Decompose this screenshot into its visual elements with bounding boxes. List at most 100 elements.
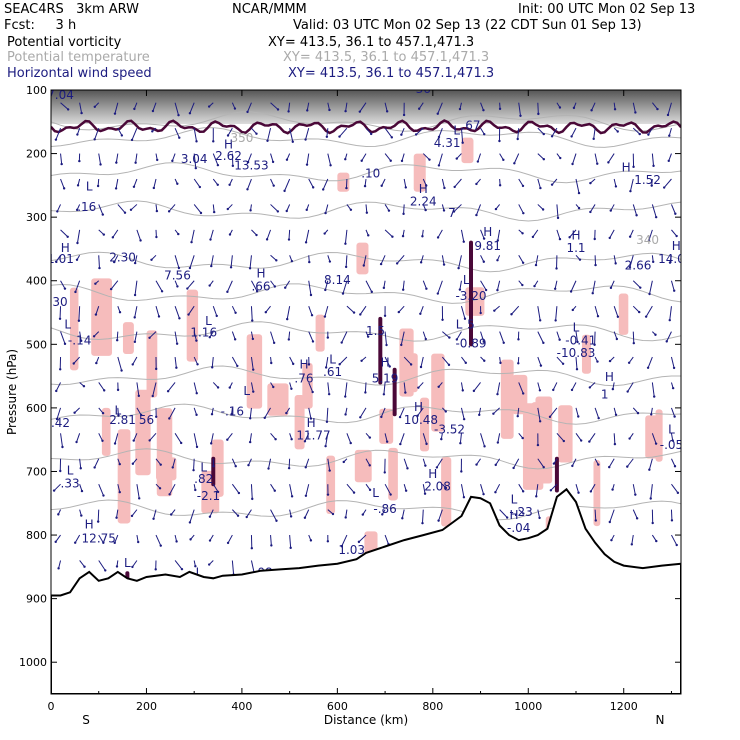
wind-vector [324, 306, 329, 317]
y-axis: 100 200 300 400 500 600 700 800 900 1000 [19, 84, 681, 669]
wind-vector [569, 229, 577, 238]
wind-vector [610, 280, 615, 289]
theta-label: 350 [230, 131, 253, 145]
wind-vector [226, 280, 233, 293]
wind-extremum-label: 2.81 [109, 413, 136, 427]
wind-vector-head [276, 210, 280, 213]
wind-vector-head [311, 186, 315, 189]
wind-vector-head [59, 469, 62, 473]
x-axis: 0 200 400 600 800 1000 1200 [48, 90, 672, 713]
wind-vector-head [464, 361, 467, 365]
wind-vector-head [569, 290, 573, 293]
wind-vector-head [208, 515, 212, 518]
wind-vector-head [186, 287, 189, 290]
wind-vector-head [305, 163, 309, 166]
wind-vector-head [417, 386, 420, 389]
wind-vector [79, 331, 82, 341]
wind-vector [79, 560, 85, 568]
wind-vector-head [255, 233, 258, 237]
wind-vector-head [608, 236, 611, 240]
wind-vector-head [158, 487, 162, 490]
wind-vector [60, 433, 63, 448]
wind-vector [399, 407, 405, 418]
wind-vector-head [324, 288, 327, 292]
wind-vector [60, 178, 65, 189]
wind-vector-head [482, 340, 485, 343]
wind-vector [172, 458, 176, 468]
wind-vector [384, 483, 392, 495]
wind-vector-head [323, 315, 327, 318]
wind-vector-head [608, 465, 611, 469]
wind-extremum-label: 2.24 [410, 195, 437, 209]
wind-vector-head [382, 286, 386, 290]
wind-vector [94, 458, 100, 468]
wind-vector-head [662, 186, 666, 189]
wind-vector-head [444, 486, 448, 490]
wind-vector-head [291, 362, 295, 366]
wind-vector-head [650, 413, 653, 416]
wind-vector-head [654, 215, 658, 219]
wind-vector-head [285, 411, 288, 415]
wind-extremum-label: -3.52 [434, 422, 465, 436]
wind-vector [308, 382, 314, 393]
wind-vector-head [75, 208, 79, 212]
wind-vector [305, 128, 310, 140]
wind-vector [174, 560, 183, 570]
pv-shade-patch [356, 242, 369, 275]
wind-vector [115, 178, 119, 189]
wind-vector-head [416, 414, 419, 417]
wind-vector-head [475, 182, 478, 186]
wind-vector-head [96, 184, 100, 188]
wind-vector-head [328, 260, 332, 263]
wind-vector [648, 458, 653, 470]
wind-vector-head [93, 466, 96, 469]
wind-vector-head [632, 341, 636, 345]
wind-vector-head [75, 440, 78, 444]
wind-vector-head [138, 497, 141, 500]
wind-vector-head [304, 494, 308, 497]
wind-vector-head [521, 490, 525, 493]
wind-extremum-label: 8.14 [324, 273, 351, 287]
wind-vector-head [55, 417, 59, 421]
wind-extremum-label: 2.62 [215, 149, 242, 163]
wind-vector [594, 331, 596, 345]
wind-vector [250, 306, 253, 321]
wind-vector [359, 102, 367, 112]
wind-vector-head [539, 364, 543, 367]
wind-vector-head [252, 368, 255, 371]
wind-vector [341, 331, 348, 343]
wind-extremum-label: .33 [61, 476, 80, 490]
theta-contour [51, 283, 681, 304]
wind-vector-head [406, 467, 409, 470]
wind-vector [56, 407, 62, 420]
pv-shade-patch [379, 408, 394, 444]
wind-vector-head [424, 337, 427, 341]
wind-extremum-label: -.05 [660, 438, 683, 452]
wind-vector-head [460, 470, 463, 473]
wind-vector-head [187, 313, 190, 316]
wind-vector-head [626, 465, 629, 468]
wind-vector [607, 153, 615, 163]
wind-vector-head [212, 465, 215, 468]
wind-vector [304, 433, 310, 442]
wind-vector-head [245, 515, 248, 519]
wind-vector-head [195, 339, 198, 342]
wind-extremum-label: 1.5 [366, 324, 385, 338]
wind-vector [459, 433, 462, 444]
wind-extremum-label: 5.19 [372, 371, 399, 385]
wind-vector-head [549, 489, 553, 492]
wind-vector-head [516, 137, 519, 141]
wind-vector [136, 484, 140, 499]
wind-vector [155, 280, 163, 292]
wind-vector [669, 306, 672, 321]
wind-vector-head [115, 339, 119, 342]
wind-vector-head [55, 389, 58, 393]
wind-vector [632, 305, 640, 313]
theta-contour [51, 251, 681, 273]
wind-vector-head [228, 183, 231, 186]
wind-vector [60, 153, 63, 165]
wind-vector [384, 356, 391, 367]
wind-vector [511, 305, 520, 315]
wind-vector-head [325, 135, 329, 138]
wind-vector-head [216, 386, 220, 389]
